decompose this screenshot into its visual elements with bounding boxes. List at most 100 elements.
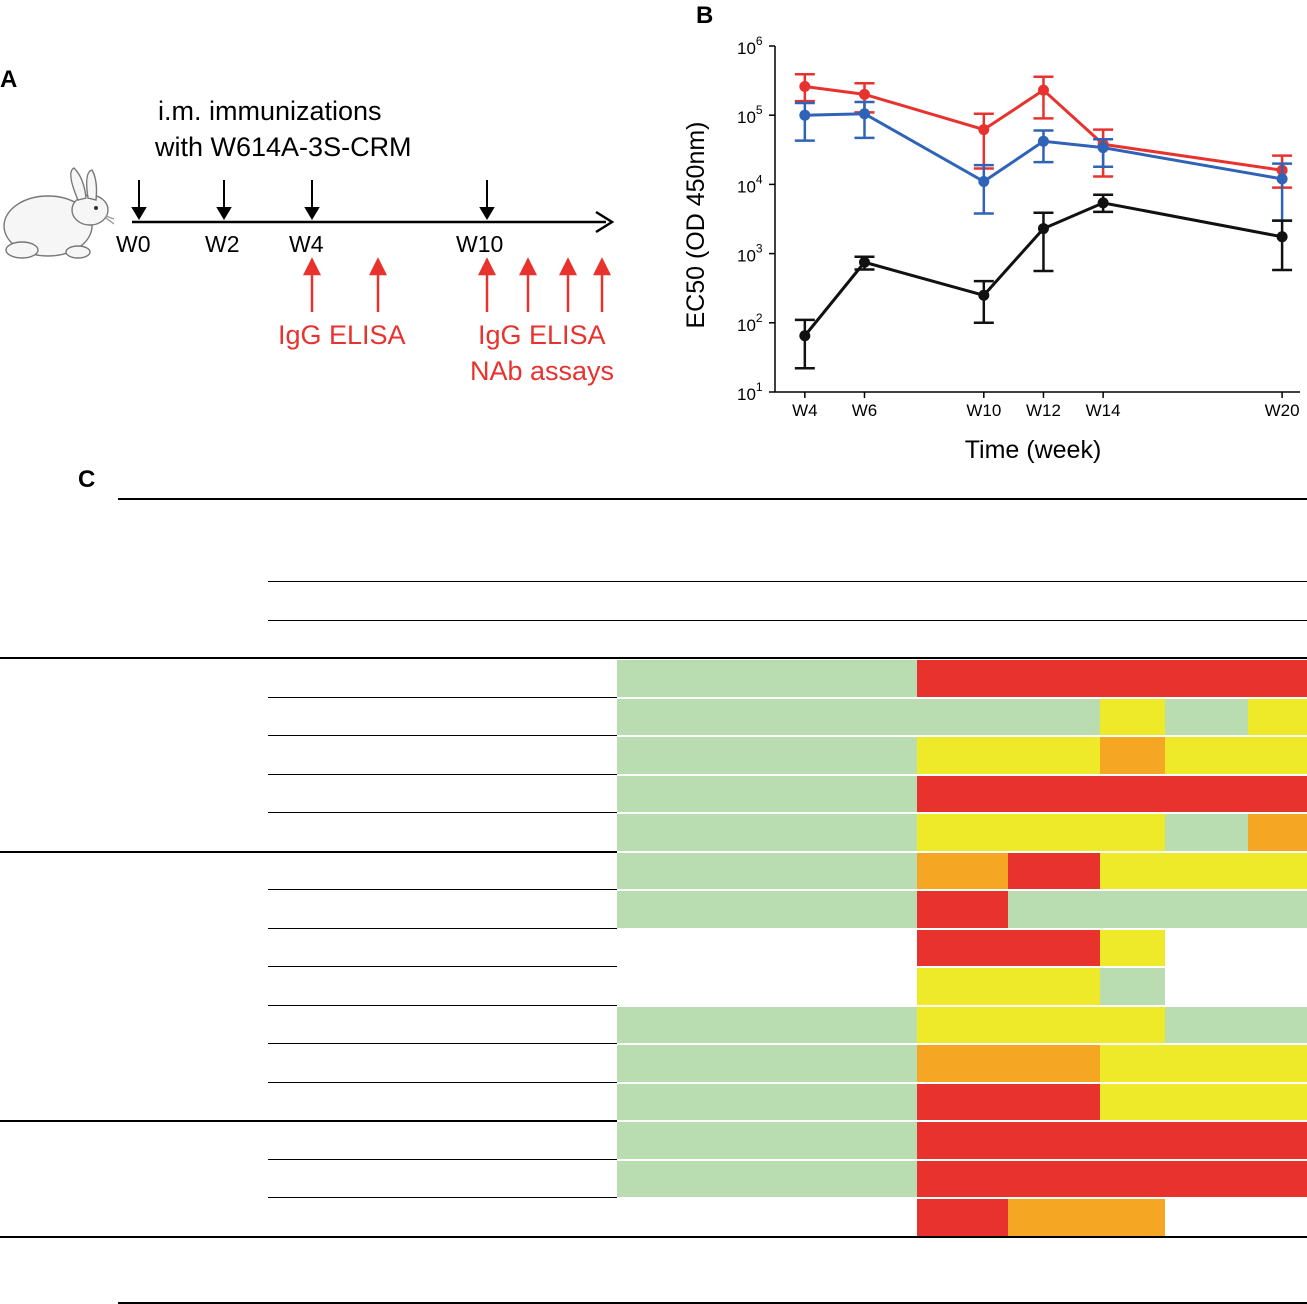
ic50-value (1008, 775, 1100, 812)
breadth-value (1008, 1238, 1100, 1300)
immunization-arrows (131, 180, 495, 220)
assay-label-igg-2: IgG ELISA (478, 320, 606, 350)
ic50-value (1008, 852, 1100, 889)
virus-clade (440, 814, 615, 851)
data-point-blue (1097, 142, 1109, 154)
ic50-value (1008, 891, 1100, 928)
ic50-value (917, 968, 1008, 1005)
table-top-rule (118, 498, 1307, 500)
ic50-value (1165, 1006, 1248, 1043)
rabbit-number (767, 584, 842, 620)
timepoint-w10: W10 (456, 231, 503, 257)
data-point-blue (858, 108, 870, 120)
ic50-value (617, 1083, 690, 1120)
data-point-blue (1276, 173, 1288, 185)
ic50-value (690, 1122, 767, 1159)
ic50-value (1248, 814, 1307, 851)
ic50-value (690, 929, 767, 966)
x-tick-label: W12 (1026, 401, 1061, 420)
ic50-value (690, 1199, 767, 1236)
ic50-value (1100, 852, 1165, 889)
y-tick-label: 103 (737, 242, 763, 266)
ic50-value (1008, 968, 1100, 1005)
assay-label-igg: IgG ELISA (278, 320, 406, 350)
virus-clade (440, 930, 615, 967)
ic50-value (767, 891, 842, 928)
ec50-chart-svg: 101 102 103 104 105 106 W4 W6 W10 W12 W14 W20 EC50 … (682, 34, 1300, 464)
ic50-value (842, 891, 917, 928)
ic50-value (842, 814, 917, 851)
data-point-black (858, 256, 870, 268)
ic50-value (767, 1006, 842, 1043)
ic50-value (917, 660, 1008, 697)
ic50-value (1008, 929, 1100, 966)
ic50-value (1248, 1199, 1307, 1236)
ic50-value (1248, 891, 1307, 928)
rabbit-number (1165, 584, 1248, 620)
ic50-value (690, 1160, 767, 1197)
ic50-value (842, 698, 917, 735)
rabbit-number (617, 584, 690, 620)
virus-strain (270, 930, 450, 967)
header-ic50 (617, 622, 1307, 658)
timepoint-w2: W2 (205, 231, 240, 257)
virus-clade (440, 891, 615, 928)
ic50-value (1248, 1122, 1307, 1159)
row-rule (268, 735, 617, 736)
chart-y-label: EC50 (OD 450nm) (682, 121, 710, 328)
virus-clade (440, 699, 615, 736)
ic50-value (1248, 737, 1307, 774)
ic50-value (1165, 891, 1248, 928)
ic50-value (842, 737, 917, 774)
virus-strain (270, 853, 450, 890)
ic50-value (1008, 1122, 1100, 1159)
ic50-value (617, 1045, 690, 1082)
virus-strain (270, 699, 450, 736)
ic50-value (917, 852, 1008, 889)
breadth-rule (0, 1235, 1307, 1238)
neutralization-table (0, 495, 1307, 1304)
virus-strain (270, 1122, 450, 1159)
ic50-value (917, 1045, 1008, 1082)
series-line-black (803, 201, 1283, 337)
header-virus-strain (270, 622, 450, 658)
ic50-value (1248, 1083, 1307, 1120)
y-tick-label: 106 (737, 34, 763, 58)
ic50-value (690, 1045, 767, 1082)
y-tick-label: 105 (737, 103, 763, 127)
ic50-value (1100, 1083, 1165, 1120)
virus-strain (270, 776, 450, 813)
ic50-value (1008, 660, 1100, 697)
ic50-value (1100, 1160, 1165, 1197)
data-point-red (1037, 84, 1049, 96)
data-point-blue (1037, 135, 1049, 147)
ic50-value (917, 737, 1008, 774)
rabbit-number (1248, 584, 1307, 620)
ec50-chart: 101 102 103 104 105 106 W4 W6 W10 W12 W14 W20 EC50 … (680, 0, 1307, 470)
ic50-value (1100, 1045, 1165, 1082)
ic50-value (617, 737, 690, 774)
ic50-value (1100, 737, 1165, 774)
schedule-title-line1: i.m. immunizations (158, 96, 382, 126)
ic50-value (917, 814, 1008, 851)
row-rule (268, 927, 617, 929)
ic50-value (917, 1006, 1008, 1043)
ic50-value (1165, 737, 1248, 774)
ic50-value (842, 1006, 917, 1043)
ic50-value (1165, 1122, 1248, 1159)
virus-strain (270, 814, 450, 851)
header-group-3 (917, 505, 1307, 577)
breadth-label (100, 1238, 250, 1300)
ic50-value (1008, 1160, 1100, 1197)
virus-clade (440, 1007, 615, 1044)
data-point-black (978, 289, 990, 301)
series-line-red (804, 84, 1283, 172)
virus-clade (440, 968, 615, 1005)
data-point-black (1097, 197, 1109, 209)
breadth-value (767, 1238, 842, 1300)
header-immunization (270, 505, 620, 577)
row-rule (268, 1043, 617, 1044)
ic50-value (690, 775, 767, 812)
ic50-value (690, 968, 767, 1005)
ic50-value (767, 968, 842, 1005)
